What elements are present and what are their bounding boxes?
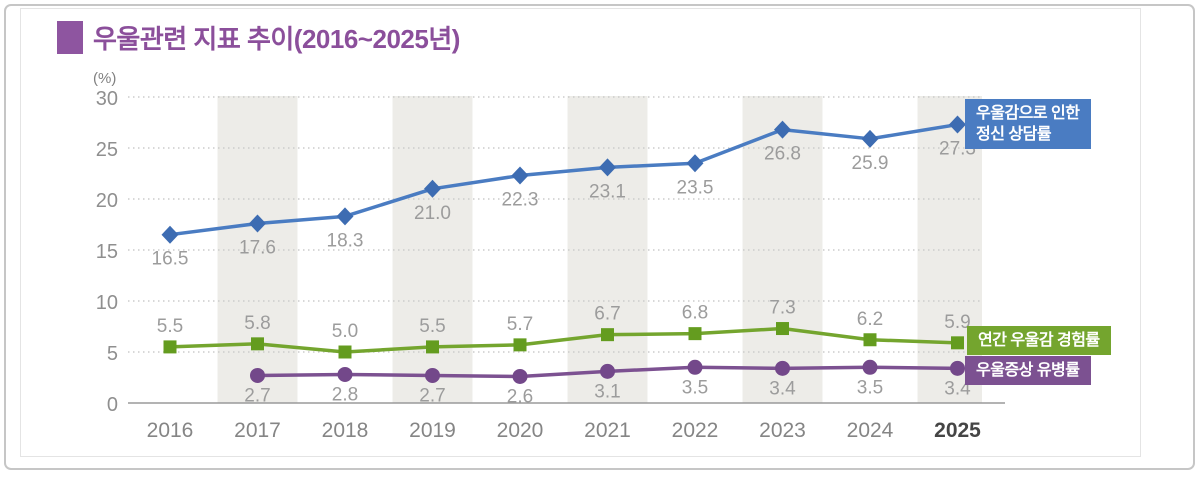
value-label: 5.8 [244,313,270,334]
value-label: 23.5 [677,177,714,198]
x-tick-2020: 2020 [497,419,544,442]
marker-square [601,328,614,342]
marker-square [163,340,177,354]
value-label: 25.9 [852,153,889,174]
value-label: 21.0 [414,203,451,224]
legend-experience-rate: 연간 우울감 경험률 [967,326,1111,355]
marker-square [688,327,702,341]
x-tick-2016: 2016 [147,419,194,442]
value-label: 2.7 [419,385,445,406]
x-tick-2018: 2018 [322,419,369,442]
marker-circle [950,360,965,376]
value-label: 6.2 [857,309,883,330]
series-1: 5.5 5.8 5.0 5.5 5.7 6.7 6.8 7.3 6.2 5.9 [157,298,971,359]
marker-diamond [249,214,266,233]
value-label: 3.4 [944,378,971,399]
value-label: 22.3 [502,190,539,211]
series-2: 2.7 2.8 2.7 2.6 3.1 3.5 3.4 3.5 3.4 [244,359,971,407]
page-title: 우울관련 지표 추이(2016~2025년) [93,24,460,54]
marker-diamond [949,115,966,134]
x-tick-2021: 2021 [584,419,631,442]
marker-diamond [336,207,354,226]
legend-experience-rate-label: 연간 우울감 경험률 [978,332,1100,349]
marker-square [513,338,527,352]
marker-diamond [161,225,179,244]
marker-square [426,340,439,354]
value-label: 3.1 [594,381,620,402]
value-label: 5.7 [507,314,533,335]
value-label: 16.5 [152,249,189,270]
y-tick-30: 30 [96,88,118,110]
value-label: 2.7 [244,385,270,406]
value-label: 17.6 [239,237,276,258]
marker-circle [337,366,353,382]
y-tick-20: 20 [96,190,118,212]
value-label: 23.1 [589,181,626,202]
y-tick-0: 0 [107,394,118,416]
chart-header: 우울관련 지표 추이(2016~2025년) [57,19,460,56]
legend-counseling-rate-line2: 정신 상담률 [976,126,1052,143]
value-label: 2.6 [507,386,533,407]
marker-diamond [774,120,791,139]
value-label: 7.3 [769,298,795,319]
marker-square [951,336,964,350]
value-label: 3.4 [769,378,796,399]
marker-diamond [511,166,529,185]
value-label: 5.9 [944,312,970,333]
x-tick-2017: 2017 [234,419,281,442]
x-tick-2023: 2023 [759,419,806,442]
marker-circle [250,367,265,383]
marker-diamond [599,158,616,177]
value-label: 26.8 [764,144,801,165]
marker-square [776,322,789,336]
marker-diamond [686,154,704,173]
marker-circle [862,359,878,375]
x-tick-2022: 2022 [672,419,719,442]
value-label: 5.5 [419,316,445,337]
marker-circle [600,363,615,379]
x-tick-2024: 2024 [847,419,894,442]
x-tick-2019: 2019 [409,419,456,442]
marker-circle [425,367,440,383]
marker-square [338,345,352,359]
band-2019 [392,96,473,403]
series-line-0 [168,122,960,237]
marker-circle [687,359,703,375]
marker-square [863,333,877,347]
value-label: 6.7 [594,304,620,325]
marker-circle [512,368,528,384]
value-label: 2.8 [332,384,358,405]
y-tick-15: 15 [96,241,118,263]
y-tick-25: 25 [96,139,118,161]
series-0: 16.517.6 18.321.022.3 23.1 23.526.8 25.927.3 [152,115,976,270]
value-label: 5.5 [157,316,183,337]
legend-prevalence-rate: 우울증상 유병률 [965,356,1091,385]
marker-diamond [861,129,879,148]
marker-diamond [424,179,441,198]
value-label: 5.0 [332,321,358,342]
x-axis-labels: 2016 2017 2018 2019 2020 2021 2022 2023 2024 2025 [147,419,982,442]
value-label: 18.3 [327,230,364,251]
legend-prevalence-rate-label: 우울증상 유병률 [976,362,1080,379]
marker-circle [775,360,790,376]
y-tick-10: 10 [96,292,118,314]
value-label: 6.8 [682,303,708,324]
x-tick-2025: 2025 [934,419,981,442]
value-label: 3.5 [857,377,883,398]
y-axis-labels: 0 5 10 15 20 25 30 [96,88,118,416]
title-bullet-icon [57,21,83,54]
legend-counseling-rate: 우울감으로 인한 정신 상담률 [965,99,1091,149]
y-axis-unit-label: (%) [93,70,116,87]
series-line-1 [168,326,960,354]
value-label: 3.5 [682,377,708,398]
y-tick-5: 5 [107,343,118,365]
legend-counseling-rate-line1: 우울감으로 인한 [976,105,1080,122]
marker-square [251,337,264,351]
